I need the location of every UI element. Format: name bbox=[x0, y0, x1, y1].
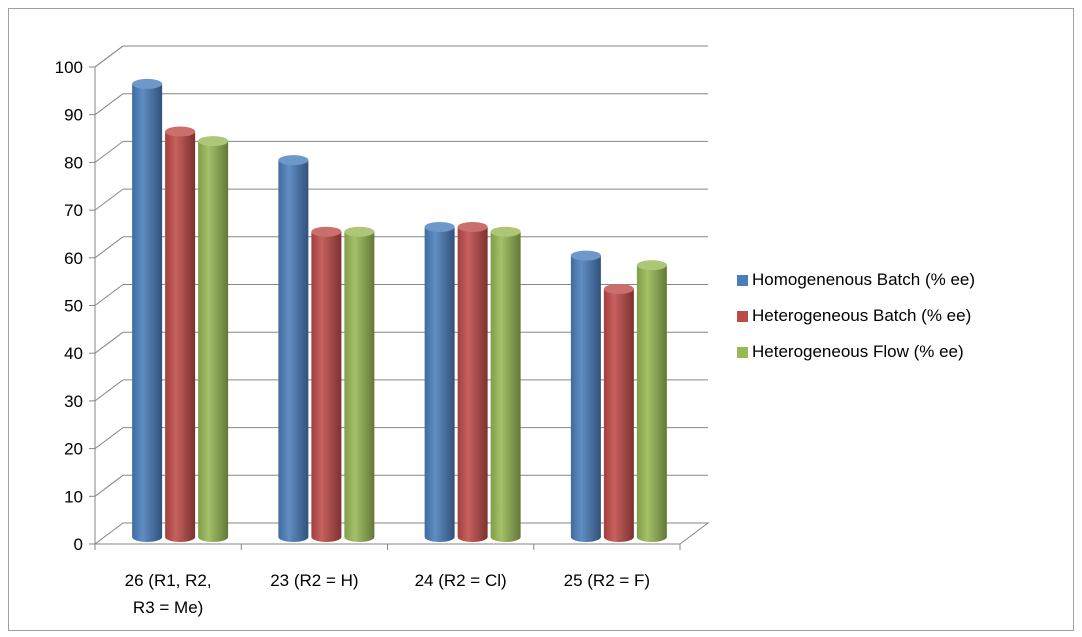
bar-top bbox=[636, 260, 667, 271]
legend-label: Heterogeneous Flow (% ee) bbox=[752, 342, 964, 361]
bar-body bbox=[165, 131, 196, 543]
y-tick-label: 50 bbox=[64, 297, 83, 316]
x-category-label: 24 (R2 = Cl) bbox=[415, 571, 507, 590]
chart-frame bbox=[8, 8, 1074, 631]
bar-top bbox=[570, 250, 601, 261]
legend-swatch bbox=[737, 311, 748, 322]
y-axis-ticks: 0 10 20 30 40 50 60 70 80 90 100 bbox=[55, 58, 95, 554]
bar-top bbox=[457, 221, 488, 232]
x-category-label: 25 (R2 = F) bbox=[564, 571, 650, 590]
bar bbox=[570, 250, 601, 542]
gridline-depth bbox=[94, 140, 124, 163]
x-category-label: 26 (R1, R2, bbox=[125, 571, 212, 590]
gridline-depth bbox=[94, 474, 124, 497]
bar bbox=[132, 78, 163, 542]
gridline-depth bbox=[94, 45, 124, 68]
bar bbox=[457, 221, 488, 542]
bar bbox=[344, 226, 375, 542]
bar-body bbox=[490, 231, 521, 542]
gridline-depth bbox=[94, 93, 124, 116]
gridline-depth bbox=[94, 379, 124, 402]
bar-body bbox=[636, 265, 667, 542]
bar-body bbox=[603, 288, 634, 542]
legend-swatch bbox=[737, 275, 748, 286]
gridline-depth bbox=[94, 331, 124, 354]
bar bbox=[198, 136, 229, 542]
gridline-depth bbox=[94, 188, 124, 211]
bar bbox=[311, 226, 342, 542]
y-tick-label: 10 bbox=[64, 487, 83, 506]
bar bbox=[424, 221, 455, 542]
bar bbox=[278, 155, 309, 543]
y-tick-label: 20 bbox=[64, 440, 83, 459]
bar-top bbox=[198, 136, 229, 147]
bar-top bbox=[603, 283, 634, 294]
bar-top bbox=[311, 226, 342, 237]
x-axis: 26 (R1, R2, R3 = Me) 23 (R2 = H) 24 (R2 = C… bbox=[94, 544, 681, 617]
legend: Homogenenous Batch (% ee) Heterogeneous B… bbox=[737, 270, 975, 361]
gridline-depth bbox=[94, 284, 124, 306]
bar-top bbox=[344, 226, 375, 237]
bar-top bbox=[132, 78, 163, 89]
y-tick-label: 100 bbox=[55, 58, 83, 77]
y-tick-label: 40 bbox=[64, 344, 83, 363]
bar-body bbox=[132, 83, 163, 542]
floor bbox=[93, 522, 710, 545]
gridline-depth bbox=[94, 427, 124, 450]
bar-top bbox=[165, 126, 196, 137]
bar-top bbox=[490, 226, 521, 237]
bar-body bbox=[570, 255, 601, 542]
y-tick-label: 0 bbox=[74, 535, 83, 554]
bar-top bbox=[424, 221, 455, 232]
y-tick-label: 60 bbox=[64, 249, 83, 268]
bar-body bbox=[344, 231, 375, 542]
bars bbox=[132, 78, 667, 543]
legend-swatch bbox=[737, 347, 748, 358]
bar bbox=[165, 126, 196, 543]
bar bbox=[490, 226, 521, 542]
bar-body bbox=[198, 141, 229, 542]
bar-top bbox=[278, 155, 309, 166]
x-category-label: 23 (R2 = H) bbox=[270, 571, 358, 590]
bar bbox=[603, 283, 634, 542]
bar bbox=[636, 260, 667, 542]
y-tick-label: 80 bbox=[64, 153, 83, 172]
y-tick-label: 90 bbox=[64, 106, 83, 125]
gridline-depth bbox=[94, 236, 124, 259]
x-category-label: R3 = Me) bbox=[133, 598, 203, 617]
legend-label: Homogenenous Batch (% ee) bbox=[752, 270, 975, 289]
bar-body bbox=[457, 226, 488, 542]
bar-body bbox=[424, 226, 455, 542]
y-tick-label: 30 bbox=[64, 392, 83, 411]
legend-label: Heterogeneous Batch (% ee) bbox=[752, 306, 971, 325]
y-tick-label: 70 bbox=[64, 201, 83, 220]
bar-body bbox=[311, 231, 342, 542]
bar-body bbox=[278, 160, 309, 543]
